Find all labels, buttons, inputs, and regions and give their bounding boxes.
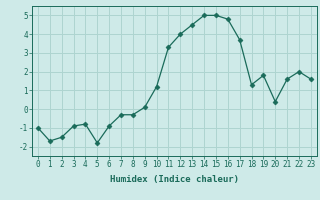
X-axis label: Humidex (Indice chaleur): Humidex (Indice chaleur) xyxy=(110,175,239,184)
